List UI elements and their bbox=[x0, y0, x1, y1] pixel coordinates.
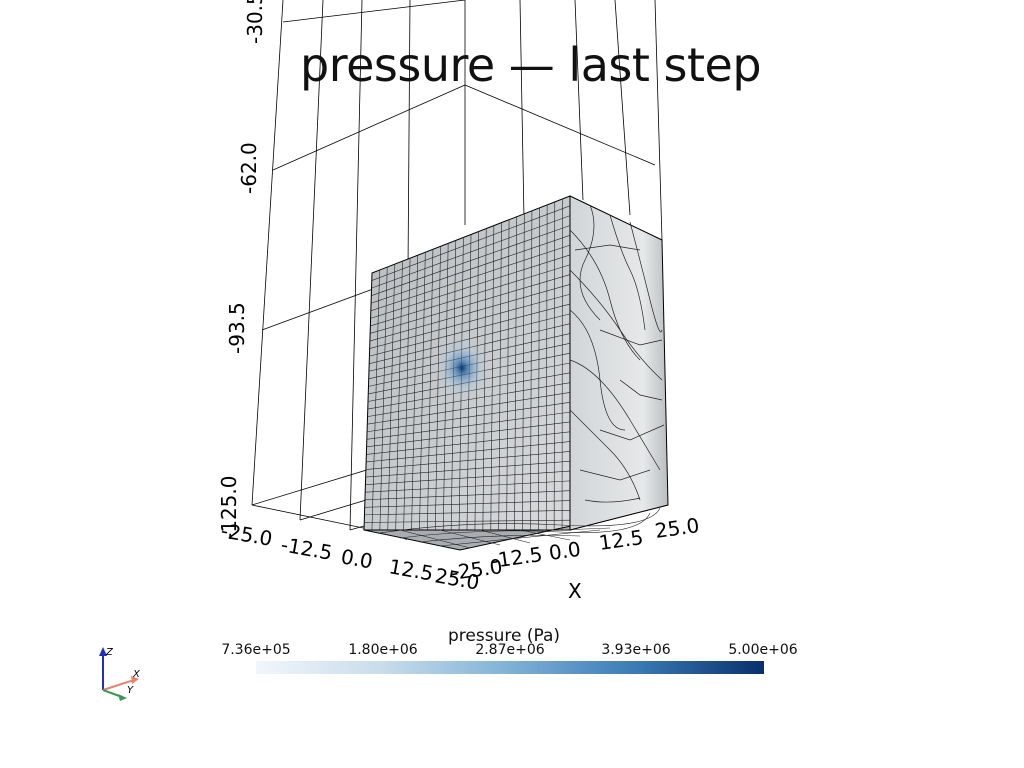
x-axis-ticks: -25.0 -12.5 0.0 12.5 25.0 X bbox=[449, 513, 700, 603]
colorbar-gradient bbox=[256, 661, 764, 674]
y-tick-label: 0.0 bbox=[339, 544, 374, 573]
mesh-block bbox=[363, 195, 669, 551]
y-tick-label: 12.5 bbox=[387, 554, 435, 585]
orientation-z-label: Z bbox=[105, 647, 114, 658]
x-tick-label: -12.5 bbox=[489, 542, 544, 573]
x-tick-label: 0.0 bbox=[547, 537, 582, 565]
z-tick-label: -30.5 bbox=[243, 0, 267, 44]
colorbar-tick-label: 2.87e+06 bbox=[475, 642, 545, 658]
colorbar-tick-label: 5.00e+06 bbox=[728, 642, 798, 658]
x-tick-label: 25.0 bbox=[653, 513, 700, 543]
plot-title: pressure — last step bbox=[300, 38, 762, 92]
colorbar-tick-label: 1.80e+06 bbox=[348, 642, 418, 658]
colorbar-tick-label: 7.36e+05 bbox=[221, 642, 291, 658]
colorbar-title: pressure (Pa) bbox=[448, 626, 561, 646]
orientation-axes-widget[interactable]: Z X Y bbox=[99, 647, 141, 701]
orientation-x-label: X bbox=[132, 669, 141, 680]
y-tick-label: -12.5 bbox=[279, 532, 334, 565]
z-tick-label: -93.5 bbox=[225, 302, 249, 354]
x-tick-label: 12.5 bbox=[597, 525, 644, 555]
y-tick-label: -25.0 bbox=[219, 518, 274, 551]
z-axis-ticks: -30.5 -62.0 -93.5 -125.0 bbox=[217, 0, 267, 540]
z-tick-label: -125.0 bbox=[217, 476, 241, 540]
z-tick-label: -62.0 bbox=[237, 142, 261, 194]
x-axis-label: X bbox=[568, 579, 582, 603]
colorbar-tick-label: 3.93e+06 bbox=[601, 642, 671, 658]
orientation-y-label: Y bbox=[127, 685, 134, 696]
